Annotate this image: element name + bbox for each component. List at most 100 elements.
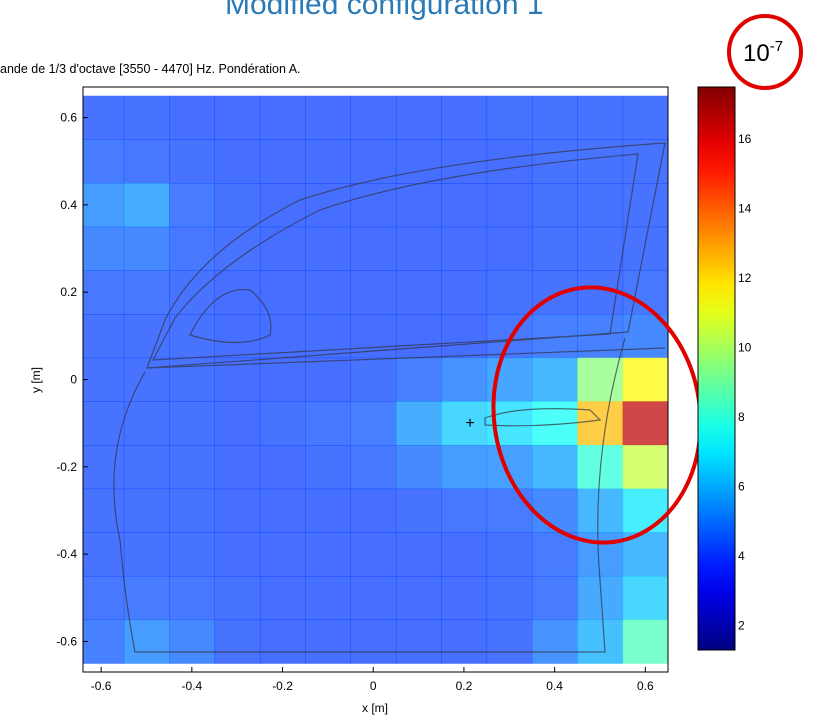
heat-cell xyxy=(123,357,170,402)
heat-cell xyxy=(350,357,397,402)
y-tick-label: -0.2 xyxy=(56,460,77,474)
heat-cell xyxy=(531,575,578,621)
heat-cell xyxy=(214,488,261,533)
heat-cell xyxy=(123,488,170,533)
heat-cell xyxy=(577,619,624,664)
colorbar-tick-label: 4 xyxy=(738,549,745,563)
heat-cell xyxy=(305,444,352,490)
heat-cell xyxy=(259,270,306,315)
heat-cell xyxy=(259,619,306,664)
heat-cell xyxy=(622,444,668,490)
x-tick-label: 0.6 xyxy=(637,679,654,693)
heat-cell xyxy=(123,619,170,664)
slide-title: Modified configuration 1 xyxy=(225,0,544,21)
heat-cell xyxy=(169,183,216,228)
heat-cell xyxy=(214,314,261,359)
y-tick-label: -0.4 xyxy=(56,547,77,561)
x-tick-label: -0.4 xyxy=(181,679,202,693)
heat-cell xyxy=(305,575,352,621)
source-marker: + xyxy=(465,415,474,432)
heat-cell xyxy=(622,95,668,140)
heat-cell xyxy=(259,444,306,490)
y-axis-label: y [m] xyxy=(29,367,43,393)
heat-cell xyxy=(123,183,170,228)
heat-cell xyxy=(259,183,306,228)
heat-cell xyxy=(214,401,261,446)
heat-cell xyxy=(531,619,578,664)
colorbar xyxy=(697,86,736,651)
heat-cell xyxy=(622,401,668,446)
y-tick-label: 0.6 xyxy=(60,111,77,125)
colorbar-tick-label: 2 xyxy=(738,619,745,633)
heat-cell xyxy=(486,226,533,271)
heat-cell xyxy=(622,226,668,271)
x-tick-label: 0 xyxy=(370,679,377,693)
colorbar-tick-label: 8 xyxy=(738,410,745,424)
heat-cell xyxy=(350,444,397,490)
heat-cell xyxy=(350,226,397,271)
heat-cell xyxy=(486,488,533,533)
x-tick-label: 0.2 xyxy=(456,679,473,693)
heat-cell xyxy=(486,532,533,577)
heat-cell xyxy=(169,401,216,446)
heat-cell xyxy=(486,314,533,359)
heat-cell xyxy=(486,619,533,664)
heat-cell xyxy=(214,95,261,140)
heat-cell xyxy=(350,139,397,184)
heat-cell xyxy=(531,532,578,577)
heat-cell xyxy=(577,357,624,402)
colorbar-tick-label: 14 xyxy=(738,202,752,216)
heat-cell xyxy=(577,95,624,140)
heat-cell xyxy=(123,270,170,315)
heat-cell xyxy=(577,183,624,228)
heat-cell xyxy=(486,183,533,228)
heat-cell xyxy=(441,357,488,402)
y-tick-label: 0.4 xyxy=(60,198,77,212)
heat-cell xyxy=(123,139,170,184)
heat-cell xyxy=(486,444,533,490)
heat-cell xyxy=(531,95,578,140)
heat-cell xyxy=(441,619,488,664)
heat-cell xyxy=(123,532,170,577)
heat-cell xyxy=(123,575,170,621)
heat-cell xyxy=(214,444,261,490)
heat-cell xyxy=(395,226,442,271)
heat-cell xyxy=(305,139,352,184)
heat-cell xyxy=(441,95,488,140)
heat-cell xyxy=(169,139,216,184)
heat-cell xyxy=(531,139,578,184)
x-tick-label: -0.2 xyxy=(272,679,293,693)
heat-cell xyxy=(83,314,125,359)
heat-cell xyxy=(531,183,578,228)
heat-cell xyxy=(259,401,306,446)
heat-cell xyxy=(169,488,216,533)
heat-cell xyxy=(395,314,442,359)
heat-cell xyxy=(214,619,261,664)
y-tick-label: 0 xyxy=(70,373,77,387)
heat-cell xyxy=(123,95,170,140)
door-outline xyxy=(113,142,666,653)
colorbar-tick-label: 6 xyxy=(738,480,745,494)
heat-cell xyxy=(622,488,668,533)
heat-cell xyxy=(214,139,261,184)
heat-cell xyxy=(259,357,306,402)
heat-cell xyxy=(441,488,488,533)
heat-cell xyxy=(259,532,306,577)
heatmap xyxy=(83,95,668,664)
heat-cell xyxy=(531,488,578,533)
heat-cell xyxy=(622,575,668,621)
heat-cell xyxy=(169,95,216,140)
heat-cell xyxy=(169,226,216,271)
badge-circle xyxy=(727,14,803,90)
heat-cell xyxy=(305,270,352,315)
heat-cell xyxy=(441,314,488,359)
heat-cell xyxy=(83,532,125,577)
heat-cell xyxy=(486,95,533,140)
heat-cell xyxy=(83,95,125,140)
heat-cell xyxy=(259,226,306,271)
heat-cell xyxy=(486,575,533,621)
heat-cell xyxy=(169,575,216,621)
chart-subtitle: ande de 1/3 d'octave [3550 - 4470] Hz. P… xyxy=(0,62,301,76)
heat-cell xyxy=(577,488,624,533)
